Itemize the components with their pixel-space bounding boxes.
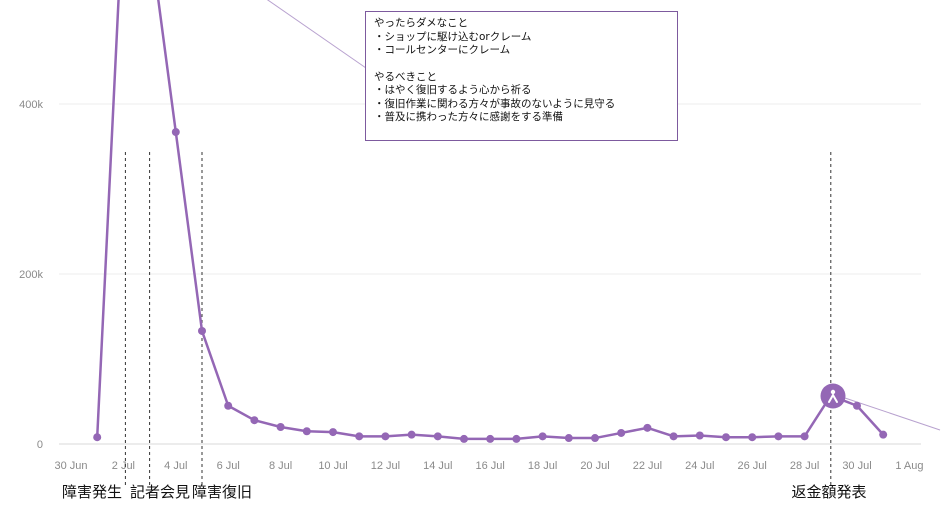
data-point: [355, 432, 364, 441]
data-point: [591, 434, 599, 443]
x-tick-label: 30 Jun: [54, 460, 87, 472]
data-point: [381, 432, 390, 441]
do-item: ・はやく復旧するよう心から祈る: [374, 84, 532, 96]
marker-badge[interactable]: [820, 383, 846, 409]
event-label: 障害復旧: [192, 483, 252, 501]
data-point: [617, 428, 626, 437]
x-tick-label: 22 Jul: [633, 460, 662, 472]
x-tick-label: 24 Jul: [685, 460, 714, 472]
series: [93, 0, 888, 443]
x-tick-label: 1 Aug: [895, 460, 923, 472]
x-tick-label: 30 Jul: [842, 460, 871, 472]
data-point: [302, 427, 311, 436]
data-point: [460, 434, 468, 443]
data-point: [564, 434, 573, 443]
data-point: [198, 326, 206, 335]
data-point: [250, 416, 259, 425]
data-point: [643, 423, 652, 432]
event-label: 記者会見: [130, 483, 190, 501]
dont-title: やったらダメなこと: [374, 17, 469, 29]
x-tick-label: 18 Jul: [528, 460, 557, 472]
x-tick-label: 2 Jul: [112, 460, 135, 472]
x-tick-label: 20 Jul: [580, 460, 609, 472]
person-icon-body: [828, 392, 838, 403]
data-point: [853, 401, 861, 410]
callout-lines: [266, 0, 941, 431]
data-point: [774, 432, 783, 441]
data-point: [669, 432, 678, 441]
data-point: [748, 433, 757, 442]
person-icon-head: [830, 389, 836, 395]
data-point: [512, 434, 521, 443]
x-tick-label: 4 Jul: [164, 460, 187, 472]
x-axis: 30 Jun 2 Jul 4 Jul 6 Jul 8 Jul 10 Jul 12 Jul 14…: [54, 460, 923, 472]
annotation-box: やったらダメなこと ・ショップに駆け込むorクレーム ・コールセンターにクレーム…: [365, 11, 678, 141]
callout-line: [844, 397, 941, 431]
do-title: やるべきこと: [374, 70, 437, 83]
x-tick-label: 10 Jul: [318, 460, 347, 472]
data-point: [486, 434, 495, 443]
y-tick-label: 400k: [19, 99, 43, 111]
person-icon: [828, 389, 838, 403]
x-tick-label: 16 Jul: [476, 460, 505, 472]
x-tick-label: 26 Jul: [738, 460, 767, 472]
x-tick-label: 14 Jul: [423, 460, 452, 472]
y-axis: 0200k400k600k: [19, 99, 43, 451]
data-point: [879, 430, 888, 439]
y-tick-label: 0: [37, 439, 43, 451]
data-point: [171, 128, 180, 137]
event-markers: 障害発生 記者会見 障害復旧 返金額発表: [62, 152, 867, 501]
callout-line: [266, 0, 367, 69]
data-point: [695, 431, 704, 440]
data-point: [329, 428, 337, 437]
do-item: ・復旧作業に関わる方々が事故のないように見守る: [374, 97, 616, 110]
data-point: [722, 433, 730, 442]
data-point: [224, 401, 233, 410]
dont-item: ・コールセンターにクレーム: [374, 44, 511, 56]
x-tick-label: 12 Jul: [371, 460, 400, 472]
event-label: 返金額発表: [791, 483, 866, 501]
x-tick-label: 8 Jul: [269, 460, 292, 472]
data-point: [433, 432, 442, 441]
dont-item: ・ショップに駆け込むorクレーム: [374, 30, 532, 43]
do-item: ・普及に携わった方々に感謝をする準備: [374, 111, 563, 123]
data-point: [93, 433, 102, 442]
y-tick-label: 200k: [19, 269, 43, 281]
data-point: [800, 432, 809, 441]
data-point: [538, 432, 547, 441]
data-point: [407, 430, 416, 439]
x-tick-label: 28 Jul: [790, 460, 819, 472]
event-label: 障害発生: [62, 483, 122, 501]
x-tick-label: 6 Jul: [217, 460, 240, 472]
data-point: [276, 423, 285, 431]
